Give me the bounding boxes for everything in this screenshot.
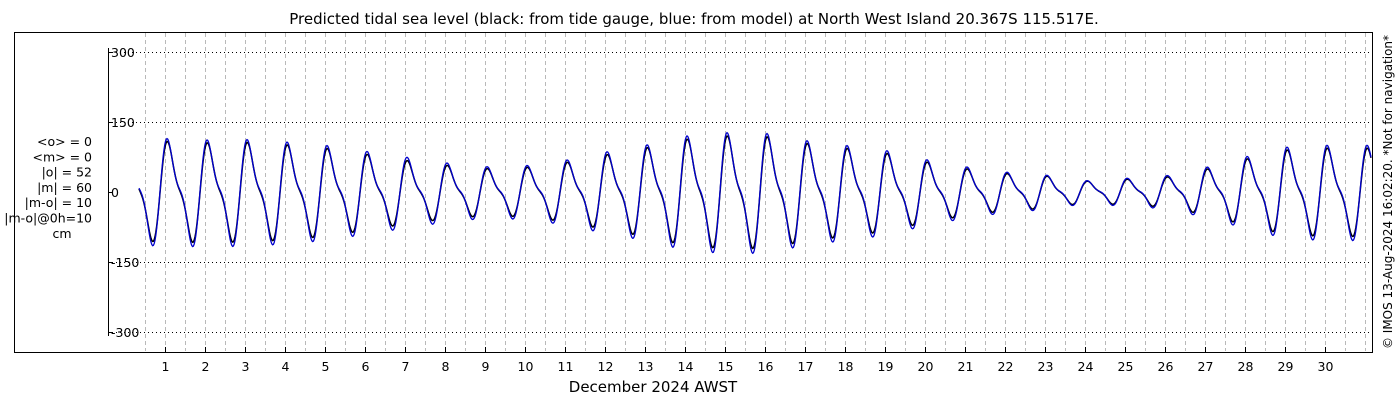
x-tick-label: 3 [242, 359, 250, 374]
x-tick-label: 25 [1118, 359, 1134, 374]
x-tick-label: 22 [998, 359, 1014, 374]
chart-title: Predicted tidal sea level (black: from t… [289, 10, 1098, 28]
x-tick-label: 12 [598, 359, 614, 374]
x-tick-label: 14 [678, 359, 694, 374]
x-tick-label: 11 [558, 359, 574, 374]
x-tick-label: 1 [162, 359, 170, 374]
plot-frame [14, 32, 1373, 353]
y-tick-label: 150 [111, 115, 135, 130]
stat-line: |m-o|@0h=10 [4, 211, 92, 226]
x-tick-label: 23 [1038, 359, 1054, 374]
credit-text: © IMOS 13-Aug-2024 16:02:20. *Not for na… [1381, 35, 1395, 349]
x-tick-label: 28 [1238, 359, 1254, 374]
x-tick-label: 26 [1158, 359, 1174, 374]
x-tick-label: 6 [362, 359, 370, 374]
x-tick-label: 4 [282, 359, 290, 374]
stat-line: |m| = 60 [37, 180, 92, 195]
x-tick-label: 20 [918, 359, 934, 374]
x-tick-label: 21 [958, 359, 974, 374]
series-line-model [138, 131, 1372, 255]
y-tick-label: 0 [111, 185, 119, 200]
stat-line: |o| = 52 [42, 165, 92, 180]
x-tick-label: 15 [718, 359, 734, 374]
x-tick-label: 27 [1198, 359, 1214, 374]
y-tick-label: -150 [111, 255, 139, 270]
x-tick-label: 30 [1318, 359, 1334, 374]
x-tick-label: 29 [1278, 359, 1294, 374]
x-tick-label: 17 [798, 359, 814, 374]
x-ticks: 1 2 3 4 5 6 7 8 9 10 11 12 13 14 15 16 17 18 19 20 21 22 23 24 2… [162, 347, 1334, 374]
x-axis-label: December 2024 AWST [569, 378, 738, 396]
x-tick-label: 8 [442, 359, 450, 374]
x-tick-label: 19 [878, 359, 894, 374]
x-tick-label: 13 [638, 359, 654, 374]
x-tick-label: 10 [518, 359, 534, 374]
stat-line: <o> = 0 [37, 134, 92, 149]
stat-line: cm [52, 226, 71, 241]
y-tick-label: -300 [111, 325, 139, 340]
x-tick-label: 2 [202, 359, 210, 374]
y-ticks: 300 150 0 -150 -300 [108, 45, 139, 340]
stat-line: <m> = 0 [33, 149, 93, 164]
statistics-block: <o> = 0<m> = 0|o| = 52|m| = 60|m-o| = 10… [4, 134, 92, 241]
x-tick-label: 18 [838, 359, 854, 374]
series-lines [138, 131, 1372, 255]
x-tick-label: 7 [402, 359, 410, 374]
x-tick-label: 5 [322, 359, 330, 374]
grid-lines [108, 33, 1371, 351]
plot-area [14, 32, 1373, 353]
x-tick-label: 16 [758, 359, 774, 374]
stat-line: |m-o| = 10 [25, 195, 92, 210]
x-tick-label: 24 [1078, 359, 1094, 374]
x-tick-label: 9 [482, 359, 490, 374]
y-tick-label: 300 [111, 45, 135, 60]
